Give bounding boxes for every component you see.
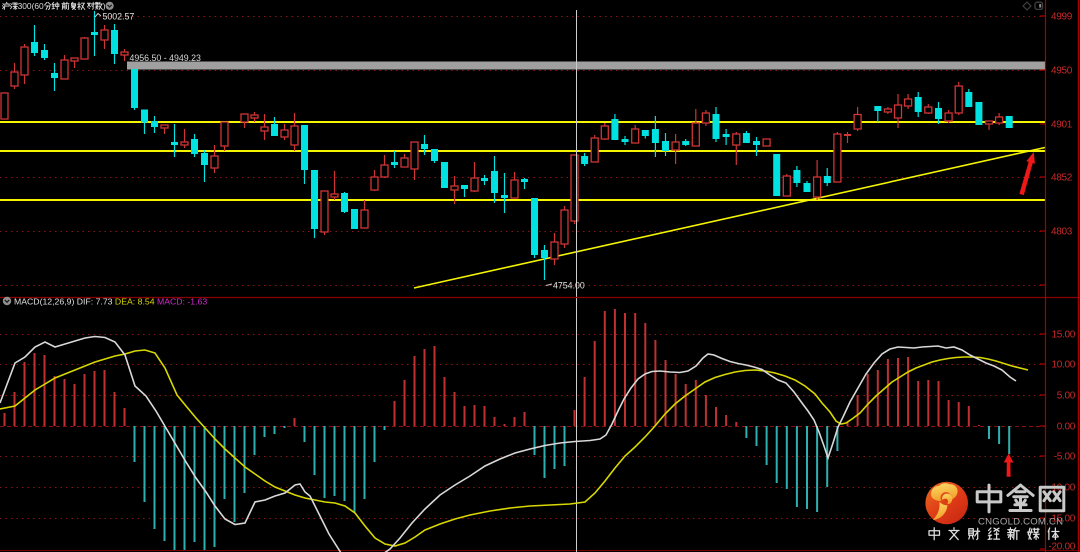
svg-text:-15.00: -15.00 <box>1048 514 1075 525</box>
svg-text:4901: 4901 <box>1051 120 1073 131</box>
svg-text:300(60: 300(60 <box>18 1 44 11</box>
svg-text:): ) <box>103 1 106 11</box>
svg-text:CNGOLD.COM.CN: CNGOLD.COM.CN <box>978 517 1063 528</box>
svg-text:4803: 4803 <box>1051 227 1073 238</box>
svg-text:4754.00: 4754.00 <box>553 281 585 291</box>
svg-text:5.00: 5.00 <box>1057 391 1076 402</box>
svg-text:-20.00: -20.00 <box>1048 542 1075 552</box>
svg-text:MACD(12,26,9) DIF: 7.73 DEA:: MACD(12,26,9) DIF: 7.73 DEA: 8.54 MACD: … <box>14 297 207 307</box>
svg-text:4956.50 - 4949.23: 4956.50 - 4949.23 <box>130 53 202 63</box>
svg-text:5002.57: 5002.57 <box>103 12 135 22</box>
svg-text:15.00: 15.00 <box>1051 330 1075 341</box>
svg-text:-5.00: -5.00 <box>1054 452 1076 463</box>
svg-text:4852: 4852 <box>1051 173 1073 184</box>
svg-text:4999: 4999 <box>1051 12 1073 23</box>
svg-text:4950: 4950 <box>1051 66 1073 77</box>
svg-text:10.00: 10.00 <box>1051 360 1075 371</box>
svg-text:0.00: 0.00 <box>1057 422 1076 433</box>
